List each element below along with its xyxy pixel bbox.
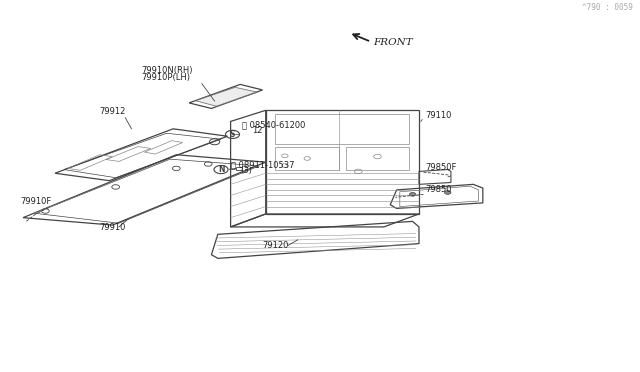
Bar	[236, 167, 242, 170]
Text: 79910N(RH): 79910N(RH)	[141, 66, 193, 75]
Text: FRONT: FRONT	[373, 38, 413, 48]
Text: ^790 : 0059: ^790 : 0059	[582, 3, 633, 12]
Text: (3): (3)	[240, 166, 252, 174]
Text: N: N	[218, 165, 224, 174]
Text: Ⓝ 08911-10537: Ⓝ 08911-10537	[230, 160, 294, 169]
Text: 79912: 79912	[99, 107, 125, 116]
Text: 79910P(LH): 79910P(LH)	[141, 73, 190, 82]
Text: 79850: 79850	[426, 185, 452, 194]
Circle shape	[410, 192, 416, 196]
Text: 79110: 79110	[426, 111, 452, 120]
Text: 79910: 79910	[99, 223, 125, 232]
Text: Ⓢ 08540-61200: Ⓢ 08540-61200	[242, 120, 305, 129]
Text: 79120: 79120	[262, 241, 289, 250]
Polygon shape	[195, 87, 257, 106]
Circle shape	[445, 190, 451, 194]
Text: 79910F: 79910F	[20, 197, 51, 206]
Text: 79850F: 79850F	[426, 163, 457, 171]
Text: 12: 12	[252, 125, 262, 135]
Text: S: S	[230, 130, 235, 139]
